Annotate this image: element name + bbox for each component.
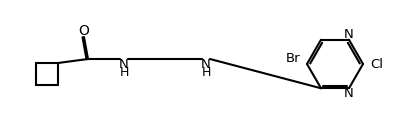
Text: H: H bbox=[119, 65, 128, 79]
Text: N: N bbox=[343, 28, 353, 41]
Text: N: N bbox=[119, 58, 128, 70]
Text: N: N bbox=[343, 87, 353, 100]
Text: Br: Br bbox=[285, 51, 299, 65]
Text: H: H bbox=[201, 65, 210, 79]
Text: N: N bbox=[201, 58, 210, 70]
Text: O: O bbox=[79, 24, 89, 38]
Text: Cl: Cl bbox=[370, 58, 382, 70]
